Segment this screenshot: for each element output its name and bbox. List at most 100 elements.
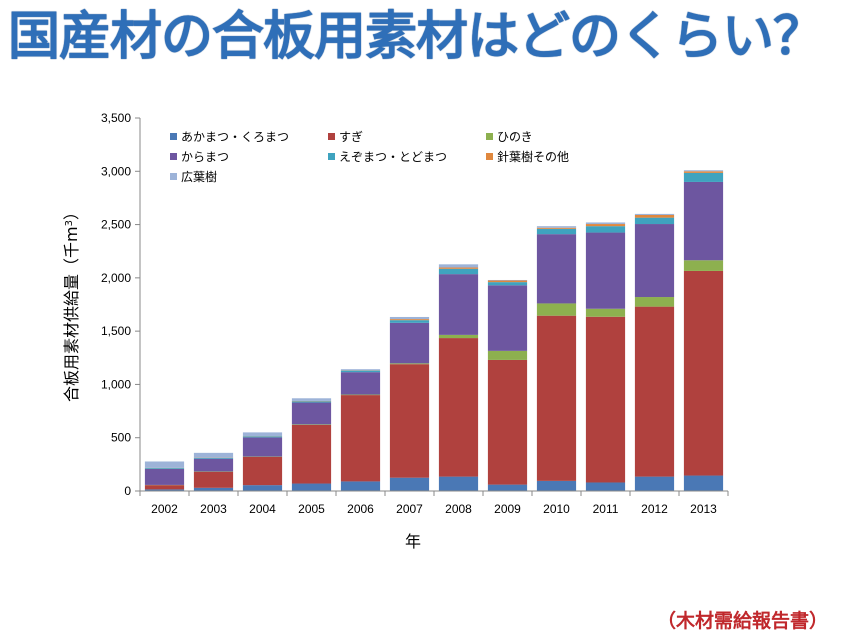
bar-segment-2013-s6 [683, 170, 724, 172]
bar-segment-2012-s6 [634, 213, 675, 215]
bar-segment-2004-s4 [242, 436, 283, 438]
bar-segment-2010-s3 [536, 234, 577, 304]
y-axis-label-superscript: 3 [64, 220, 75, 226]
x-tick-label: 2011 [593, 502, 619, 516]
bar-segment-2007-s0 [389, 477, 430, 491]
bar-segment-2011-s1 [585, 316, 626, 483]
bar-segment-2011-s4 [585, 226, 626, 233]
y-tick-label: 1,000 [101, 377, 131, 391]
y-tick-label: 0 [124, 484, 131, 498]
y-axis: 0 500 1,000 1,500 2,000 2,500 3,000 3,500 [101, 111, 141, 498]
bar-segment-2009-s1 [487, 359, 528, 485]
x-axis-label: 年 [405, 532, 421, 551]
x-tick-label: 2007 [396, 502, 423, 516]
x-axis: 2002 2003 2004 2005 2006 2007 2008 2009 2010 2011… [139, 490, 729, 516]
bar-segment-2010-s4 [536, 228, 577, 235]
bar-segment-2006-s6 [340, 369, 381, 371]
bar-segment-2005-s2 [291, 424, 332, 425]
bar-segment-2006-s3 [340, 372, 381, 395]
bar-segment-2010-s5 [536, 227, 577, 229]
bar-segment-2009-s5 [487, 280, 528, 283]
bar-segment-2002-s3 [144, 468, 185, 485]
bar-segment-2007-s6 [389, 316, 430, 320]
bar-segment-2008-s6 [438, 264, 479, 268]
bar-segment-2012-s1 [634, 306, 675, 477]
bar-segment-2003-s4 [193, 457, 234, 459]
bar-segment-2009-s4 [487, 282, 528, 286]
bar-segment-2013-s5 [683, 171, 724, 173]
bar-segment-2005-s6 [291, 398, 332, 401]
y-axis-label-main: 合板用素材供給量（千m [62, 226, 81, 402]
x-tick-label: 2006 [347, 502, 374, 516]
y-tick-label: 2,000 [101, 271, 131, 285]
bar-segment-2009-s3 [487, 285, 528, 351]
bar-segment-2007-s1 [389, 364, 430, 478]
bar-segment-2010-s6 [536, 226, 577, 228]
bar-segment-2008-s1 [438, 338, 479, 477]
legend-label: ひのき [497, 130, 533, 144]
bar-segment-2013-s1 [683, 270, 724, 476]
legend-swatch [486, 133, 493, 140]
legend-swatch [170, 173, 177, 180]
bar-segment-2012-s2 [634, 297, 675, 307]
bar-segment-2007-s4 [389, 320, 430, 323]
bar-segment-2013-s0 [683, 475, 724, 491]
x-tick-label: 2004 [249, 502, 276, 516]
bar-segment-2006-s0 [340, 481, 381, 491]
bar-segment-2006-s1 [340, 395, 381, 482]
legend-label: えぞまつ・とどまつ [339, 150, 447, 164]
x-tick-label: 2008 [445, 502, 472, 516]
bar-segment-2013-s4 [683, 172, 724, 182]
bar-segment-2007-s2 [389, 363, 430, 365]
bar-segment-2008-s0 [438, 476, 479, 491]
legend-swatch [170, 133, 177, 140]
bar-segment-2008-s3 [438, 274, 479, 335]
bar-segment-2007-s5 [389, 319, 430, 321]
bar-segment-2008-s5 [438, 267, 479, 269]
bar-segment-2012-s5 [634, 214, 675, 218]
bar-segment-2005-s0 [291, 483, 332, 491]
bar-segment-2003-s3 [193, 458, 234, 472]
legend-swatch [328, 133, 335, 140]
slide-title: 国産材の合板用素材はどのくらい？ [8, 7, 825, 67]
bar-segment-2010-s0 [536, 480, 577, 491]
bar-segment-2012-s0 [634, 476, 675, 491]
y-tick-label: 2,500 [101, 218, 131, 232]
bar-segment-2003-s6 [193, 452, 234, 458]
bar-segment-2004-s0 [242, 485, 283, 491]
plot-area [144, 170, 724, 491]
bar-segment-2006-s4 [340, 370, 381, 373]
legend-swatch [486, 153, 493, 160]
bar-segment-2008-s2 [438, 334, 479, 339]
x-tick-label: 2005 [298, 502, 325, 516]
bar-segment-2003-s0 [193, 487, 234, 491]
bar-segment-2002-s4 [144, 468, 185, 469]
bar-segment-2011-s3 [585, 232, 626, 309]
bar-segment-2008-s4 [438, 268, 479, 275]
bar-segment-2002-s6 [144, 461, 185, 468]
bar-segment-2004-s3 [242, 437, 283, 457]
legend-label: 針葉樹その他 [497, 149, 569, 164]
bar-segment-2005-s1 [291, 424, 332, 484]
bar-segment-2004-s1 [242, 456, 283, 486]
legend-label: あかまつ・くろまつ [181, 130, 289, 144]
bar-segment-2011-s0 [585, 482, 626, 491]
x-tick-label: 2003 [200, 502, 227, 516]
legend-label: 広葉樹 [181, 170, 217, 184]
bar-segment-2006-s2 [340, 394, 381, 396]
bar-segment-2012-s3 [634, 224, 675, 298]
bar-segment-2010-s1 [536, 315, 577, 481]
bar-segment-2012-s4 [634, 217, 675, 225]
bar-segment-2011-s2 [585, 308, 626, 317]
y-tick-label: 3,500 [101, 111, 131, 125]
legend-swatch [328, 153, 335, 160]
bar-segment-2009-s2 [487, 350, 528, 360]
bar-segment-2011-s6 [585, 222, 626, 225]
legend-label: からまつ [181, 150, 229, 164]
bar-segment-2002-s0 [144, 489, 185, 491]
y-tick-label: 1,500 [101, 324, 131, 338]
x-tick-label: 2013 [690, 502, 717, 516]
bar-segment-2013-s2 [683, 260, 724, 271]
